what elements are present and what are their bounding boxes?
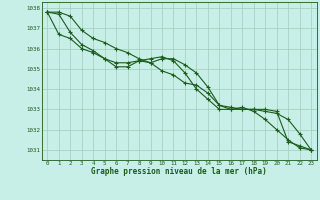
X-axis label: Graphe pression niveau de la mer (hPa): Graphe pression niveau de la mer (hPa) [91, 168, 267, 177]
